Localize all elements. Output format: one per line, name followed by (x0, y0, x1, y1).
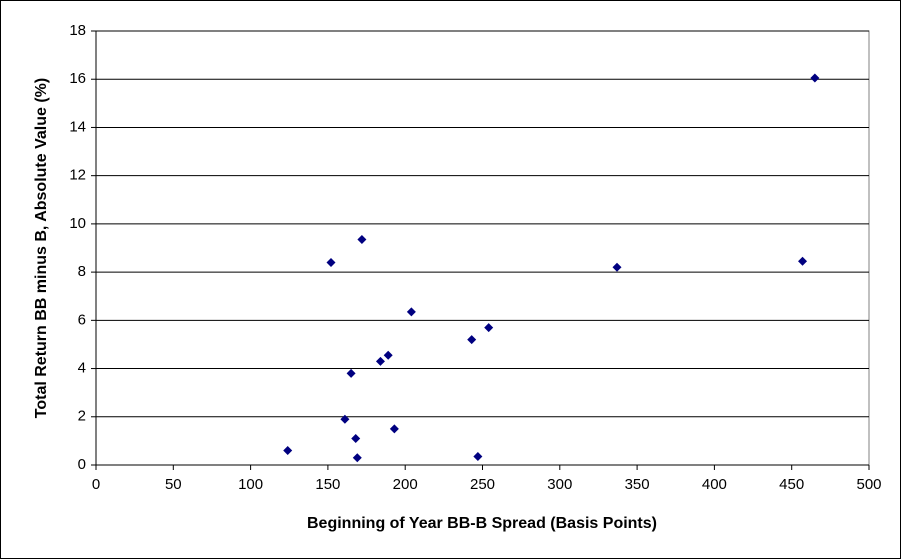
point (389, 424, 399, 434)
x-tick-label: 250 (470, 476, 495, 493)
point (810, 73, 820, 83)
point (406, 307, 416, 317)
y-tick-label: 6 (78, 311, 86, 328)
point (352, 453, 362, 463)
y-tick-label: 12 (69, 167, 86, 184)
y-tick-label: 4 (78, 360, 86, 377)
x-tick-label: 500 (856, 476, 881, 493)
x-tick-label: 400 (702, 476, 727, 493)
y-tick-label: 8 (78, 263, 86, 280)
point (612, 262, 622, 272)
x-tick-label: 50 (165, 476, 182, 493)
y-tick-label: 16 (69, 70, 86, 87)
plot-area (95, 30, 870, 466)
x-tick-label: 450 (779, 476, 804, 493)
y-tick-label: 14 (69, 118, 86, 135)
point (340, 414, 350, 424)
point (351, 433, 361, 443)
point (375, 356, 385, 366)
x-tick-label: 350 (625, 476, 650, 493)
point (326, 257, 336, 267)
point (484, 323, 494, 333)
x-axis-title: Beginning of Year BB-B Spread (Basis Poi… (307, 515, 657, 532)
point (357, 235, 367, 245)
y-tick-label: 18 (69, 22, 86, 39)
y-tick-label: 0 (78, 456, 86, 473)
point (383, 350, 393, 360)
y-tick-label: 10 (69, 215, 86, 232)
y-axis-title: Total Return BB minus B, Absolute Value … (33, 78, 50, 418)
x-tick-label: 150 (315, 476, 340, 493)
x-tick-label: 0 (92, 476, 100, 493)
x-tick-label: 300 (547, 476, 572, 493)
point (467, 335, 477, 345)
x-tick-label: 100 (238, 476, 263, 493)
point (346, 368, 356, 378)
x-tick-label: 200 (393, 476, 418, 493)
point (798, 256, 808, 266)
point (473, 452, 483, 462)
point (283, 446, 293, 456)
y-tick-label: 2 (78, 408, 86, 425)
